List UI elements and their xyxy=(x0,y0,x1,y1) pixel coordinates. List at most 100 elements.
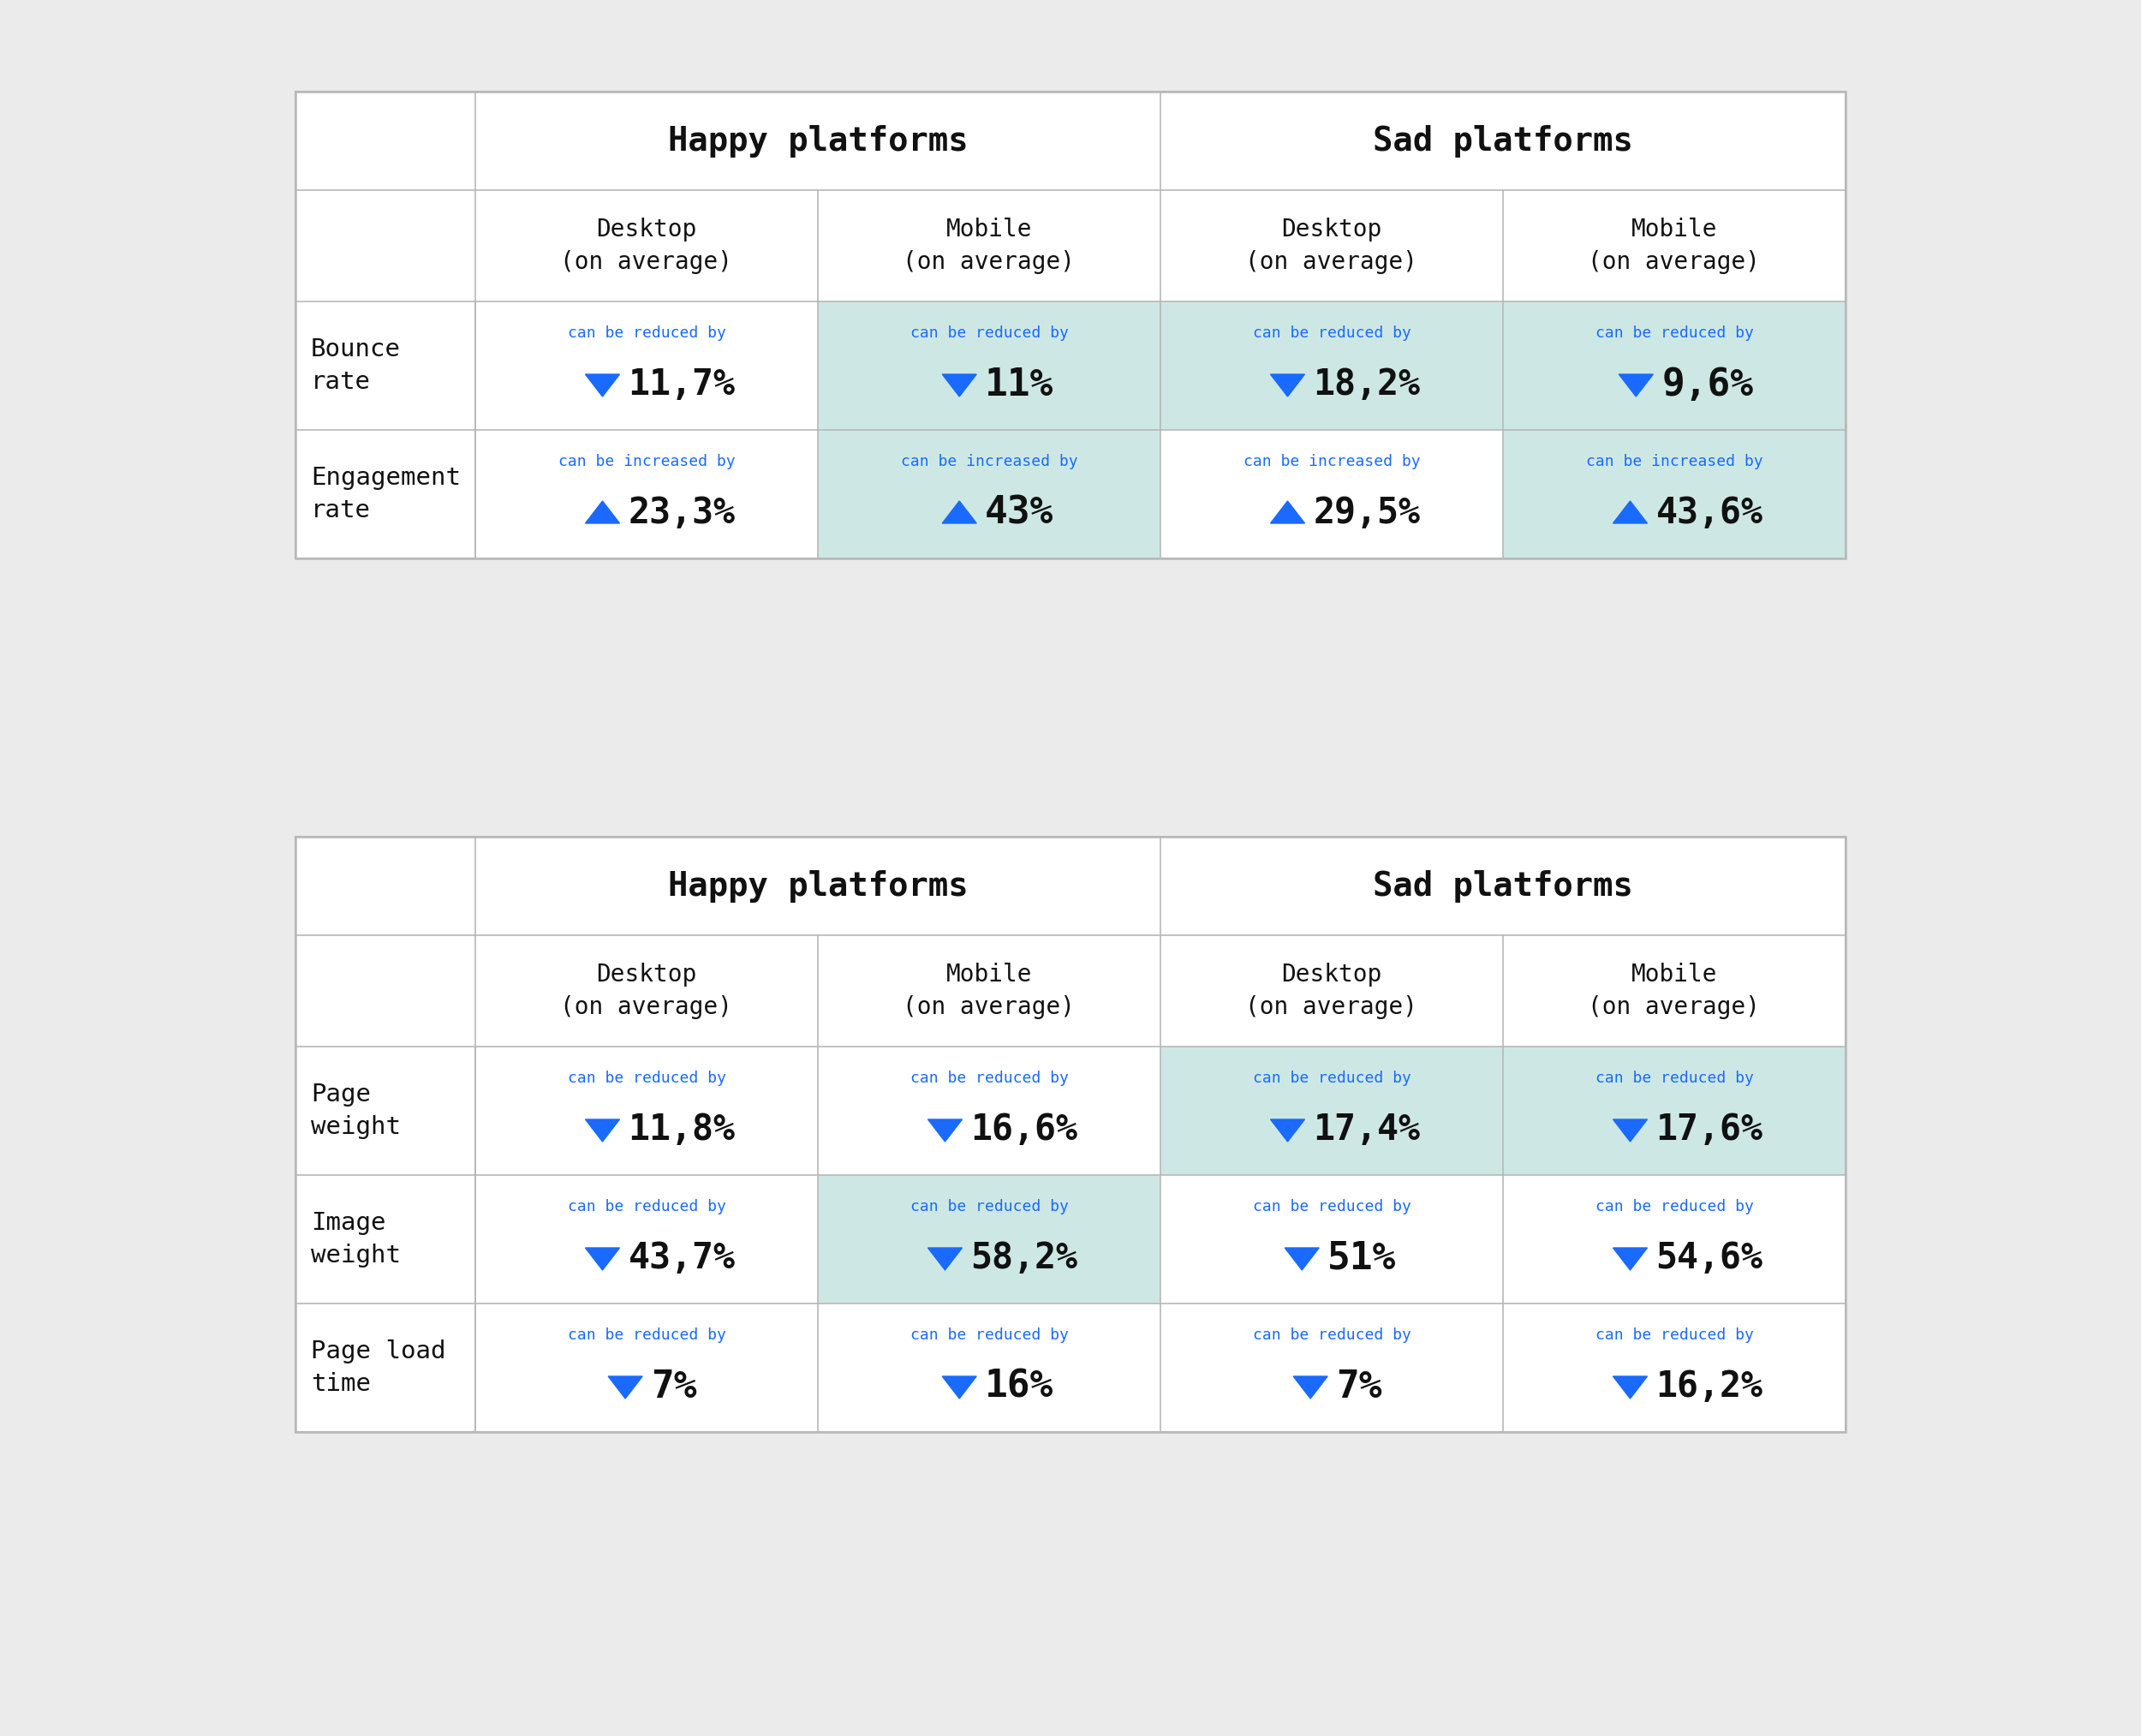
Bar xyxy=(1503,1175,1846,1304)
Text: can be reduced by: can be reduced by xyxy=(910,1200,1068,1215)
Polygon shape xyxy=(942,375,976,396)
Bar xyxy=(475,1304,818,1432)
Text: Page load
time: Page load time xyxy=(310,1338,445,1396)
Bar xyxy=(1160,431,1503,559)
Bar xyxy=(1503,431,1846,559)
Text: can be reduced by: can be reduced by xyxy=(567,325,726,340)
Text: Sad platforms: Sad platforms xyxy=(1372,125,1634,158)
Text: 29,5%: 29,5% xyxy=(1312,495,1419,531)
Text: 7%: 7% xyxy=(651,1368,696,1404)
Text: 7%: 7% xyxy=(1336,1368,1381,1404)
Bar xyxy=(1503,1304,1846,1432)
Bar xyxy=(475,1175,818,1304)
Text: Page
weight: Page weight xyxy=(310,1082,400,1139)
Text: can be increased by: can be increased by xyxy=(1244,453,1419,469)
Text: Mobile
(on average): Mobile (on average) xyxy=(1589,217,1760,274)
Bar xyxy=(1503,302,1846,431)
Text: can be reduced by: can be reduced by xyxy=(567,1200,726,1215)
Text: Desktop
(on average): Desktop (on average) xyxy=(1246,217,1417,274)
Text: 16%: 16% xyxy=(985,1368,1053,1404)
Text: can be reduced by: can be reduced by xyxy=(910,325,1068,340)
Bar xyxy=(1160,1175,1503,1304)
Polygon shape xyxy=(1270,375,1304,396)
Text: Desktop
(on average): Desktop (on average) xyxy=(1246,962,1417,1019)
Polygon shape xyxy=(1619,375,1653,396)
Polygon shape xyxy=(942,502,976,523)
Bar xyxy=(1503,1047,1846,1175)
Text: can be reduced by: can be reduced by xyxy=(1595,1328,1753,1344)
Bar xyxy=(1160,302,1503,431)
Bar xyxy=(475,431,818,559)
Polygon shape xyxy=(584,502,619,523)
Text: 43%: 43% xyxy=(985,495,1053,531)
Polygon shape xyxy=(1270,502,1304,523)
Text: 16,6%: 16,6% xyxy=(970,1111,1077,1147)
Text: Sad platforms: Sad platforms xyxy=(1372,870,1634,903)
Text: 43,7%: 43,7% xyxy=(627,1240,734,1276)
Polygon shape xyxy=(942,1377,976,1399)
Polygon shape xyxy=(927,1120,961,1142)
Text: 17,4%: 17,4% xyxy=(1312,1111,1419,1147)
Polygon shape xyxy=(1612,502,1646,523)
Polygon shape xyxy=(1293,1377,1327,1399)
Text: can be increased by: can be increased by xyxy=(559,453,734,469)
Text: 17,6%: 17,6% xyxy=(1655,1111,1762,1147)
Polygon shape xyxy=(584,1248,619,1271)
Text: can be reduced by: can be reduced by xyxy=(1252,1328,1411,1344)
Text: 54,6%: 54,6% xyxy=(1655,1240,1762,1276)
Bar xyxy=(1160,1304,1503,1432)
Polygon shape xyxy=(584,375,619,396)
Text: can be reduced by: can be reduced by xyxy=(1252,325,1411,340)
Bar xyxy=(818,1304,1160,1432)
Polygon shape xyxy=(608,1377,642,1399)
Text: Happy platforms: Happy platforms xyxy=(668,125,968,158)
Text: can be reduced by: can be reduced by xyxy=(567,1071,726,1087)
Bar xyxy=(1160,1047,1503,1175)
Polygon shape xyxy=(1612,1120,1646,1142)
Polygon shape xyxy=(584,1120,619,1142)
Text: 58,2%: 58,2% xyxy=(970,1240,1077,1276)
Text: Engagement
rate: Engagement rate xyxy=(310,465,460,523)
Text: can be reduced by: can be reduced by xyxy=(910,1071,1068,1087)
Bar xyxy=(295,837,1846,1432)
Text: can be increased by: can be increased by xyxy=(1586,453,1762,469)
Text: can be reduced by: can be reduced by xyxy=(910,1328,1068,1344)
Text: Desktop
(on average): Desktop (on average) xyxy=(561,217,732,274)
Text: 11,7%: 11,7% xyxy=(627,366,734,403)
Bar xyxy=(295,92,1846,559)
Text: can be reduced by: can be reduced by xyxy=(1595,1200,1753,1215)
Text: Mobile
(on average): Mobile (on average) xyxy=(904,962,1075,1019)
Text: can be reduced by: can be reduced by xyxy=(1595,325,1753,340)
Text: 51%: 51% xyxy=(1327,1240,1396,1276)
Text: 43,6%: 43,6% xyxy=(1655,495,1762,531)
Text: can be reduced by: can be reduced by xyxy=(567,1328,726,1344)
Text: Mobile
(on average): Mobile (on average) xyxy=(904,217,1075,274)
Text: 18,2%: 18,2% xyxy=(1312,366,1419,403)
Text: can be reduced by: can be reduced by xyxy=(1252,1071,1411,1087)
Text: 23,3%: 23,3% xyxy=(627,495,734,531)
Polygon shape xyxy=(1612,1377,1646,1399)
Text: Desktop
(on average): Desktop (on average) xyxy=(561,962,732,1019)
Text: Image
weight: Image weight xyxy=(310,1210,400,1267)
Text: can be increased by: can be increased by xyxy=(901,453,1077,469)
Text: 11,8%: 11,8% xyxy=(627,1111,734,1147)
Bar xyxy=(475,1047,818,1175)
Polygon shape xyxy=(927,1248,961,1271)
Text: 9,6%: 9,6% xyxy=(1661,366,1753,403)
Text: Bounce
rate: Bounce rate xyxy=(310,337,400,394)
Bar xyxy=(818,431,1160,559)
Text: 16,2%: 16,2% xyxy=(1655,1368,1762,1404)
Bar xyxy=(295,92,1846,559)
Text: can be reduced by: can be reduced by xyxy=(1595,1071,1753,1087)
Polygon shape xyxy=(1285,1248,1319,1271)
Bar xyxy=(818,1047,1160,1175)
Bar xyxy=(818,302,1160,431)
Bar xyxy=(475,302,818,431)
Polygon shape xyxy=(1270,1120,1304,1142)
Bar xyxy=(295,837,1846,1432)
Polygon shape xyxy=(1612,1248,1646,1271)
Text: 11%: 11% xyxy=(985,366,1053,403)
Text: Happy platforms: Happy platforms xyxy=(668,870,968,903)
Text: Mobile
(on average): Mobile (on average) xyxy=(1589,962,1760,1019)
Bar xyxy=(818,1175,1160,1304)
